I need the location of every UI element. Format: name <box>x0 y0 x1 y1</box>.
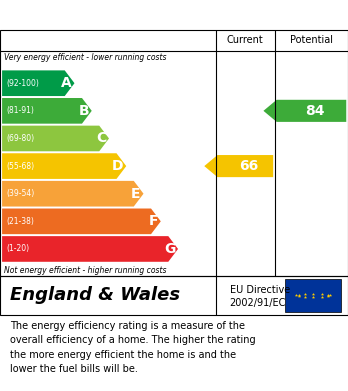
Polygon shape <box>2 181 143 206</box>
Text: 2002/91/EC: 2002/91/EC <box>230 298 286 308</box>
Text: (55-68): (55-68) <box>6 161 34 170</box>
Text: F: F <box>149 214 158 228</box>
Text: Not energy efficient - higher running costs: Not energy efficient - higher running co… <box>4 266 167 275</box>
Text: 84: 84 <box>305 104 325 118</box>
Text: England & Wales: England & Wales <box>10 287 181 305</box>
Text: 66: 66 <box>239 159 259 173</box>
Text: Energy Efficiency Rating: Energy Efficiency Rating <box>10 7 220 23</box>
Polygon shape <box>2 208 161 234</box>
Polygon shape <box>2 236 178 262</box>
Text: B: B <box>78 104 89 118</box>
Text: Potential: Potential <box>290 36 333 45</box>
Text: (39-54): (39-54) <box>6 189 34 198</box>
Polygon shape <box>204 155 273 177</box>
Text: (1-20): (1-20) <box>6 244 29 253</box>
Polygon shape <box>2 98 92 124</box>
Text: (21-38): (21-38) <box>6 217 34 226</box>
Polygon shape <box>2 126 109 151</box>
Text: (69-80): (69-80) <box>6 134 34 143</box>
Text: A: A <box>61 76 72 90</box>
Text: D: D <box>112 159 124 173</box>
Text: EU Directive: EU Directive <box>230 285 290 295</box>
Text: E: E <box>131 187 141 201</box>
Text: The energy efficiency rating is a measure of the
overall efficiency of a home. T: The energy efficiency rating is a measur… <box>10 321 256 374</box>
Polygon shape <box>2 70 74 96</box>
Text: (92-100): (92-100) <box>6 79 39 88</box>
Polygon shape <box>2 153 126 179</box>
Bar <box>285 280 341 312</box>
Text: (81-91): (81-91) <box>6 106 34 115</box>
Text: G: G <box>164 242 175 256</box>
Text: Very energy efficient - lower running costs: Very energy efficient - lower running co… <box>4 54 167 63</box>
Text: Current: Current <box>227 36 264 45</box>
Polygon shape <box>263 100 346 122</box>
Text: C: C <box>96 131 106 145</box>
